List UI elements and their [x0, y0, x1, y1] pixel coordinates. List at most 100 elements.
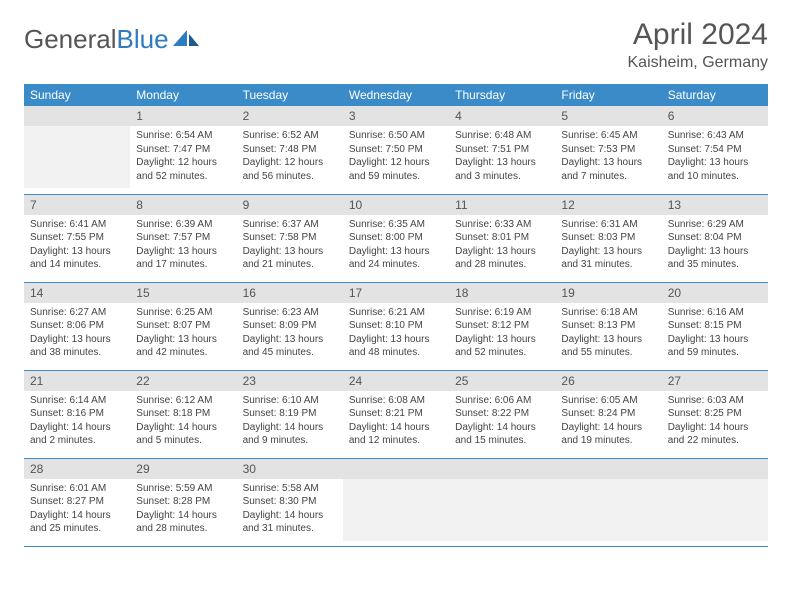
daylight-line: Daylight: 13 hours and 7 minutes. [561, 156, 655, 183]
day-details: Sunrise: 6:45 AMSunset: 7:53 PMDaylight:… [555, 126, 661, 189]
daylight-line: Daylight: 13 hours and 38 minutes. [30, 333, 124, 360]
day-number: 8 [130, 195, 236, 215]
sunset-line: Sunset: 8:28 PM [136, 495, 230, 509]
sunset-line: Sunset: 7:53 PM [561, 143, 655, 157]
day-cell: 28Sunrise: 6:01 AMSunset: 8:27 PMDayligh… [24, 458, 130, 546]
day-number: 26 [555, 371, 661, 391]
day-number: 22 [130, 371, 236, 391]
sunset-line: Sunset: 8:03 PM [561, 231, 655, 245]
day-header: Wednesday [343, 84, 449, 106]
day-details: Sunrise: 6:10 AMSunset: 8:19 PMDaylight:… [237, 391, 343, 454]
day-details [449, 479, 555, 541]
sunrise-line: Sunrise: 6:39 AM [136, 218, 230, 232]
sunrise-line: Sunrise: 6:03 AM [668, 394, 762, 408]
day-cell: 2Sunrise: 6:52 AMSunset: 7:48 PMDaylight… [237, 106, 343, 194]
sunset-line: Sunset: 7:48 PM [243, 143, 337, 157]
sunset-line: Sunset: 8:25 PM [668, 407, 762, 421]
day-cell: 29Sunrise: 5:59 AMSunset: 8:28 PMDayligh… [130, 458, 236, 546]
calendar-table: SundayMondayTuesdayWednesdayThursdayFrid… [24, 84, 768, 547]
day-cell: 10Sunrise: 6:35 AMSunset: 8:00 PMDayligh… [343, 194, 449, 282]
day-cell: 25Sunrise: 6:06 AMSunset: 8:22 PMDayligh… [449, 370, 555, 458]
day-details: Sunrise: 6:48 AMSunset: 7:51 PMDaylight:… [449, 126, 555, 189]
daylight-line: Daylight: 13 hours and 52 minutes. [455, 333, 549, 360]
day-cell: 22Sunrise: 6:12 AMSunset: 8:18 PMDayligh… [130, 370, 236, 458]
week-row: 7Sunrise: 6:41 AMSunset: 7:55 PMDaylight… [24, 194, 768, 282]
day-cell: 5Sunrise: 6:45 AMSunset: 7:53 PMDaylight… [555, 106, 661, 194]
day-cell: 27Sunrise: 6:03 AMSunset: 8:25 PMDayligh… [662, 370, 768, 458]
day-details: Sunrise: 6:21 AMSunset: 8:10 PMDaylight:… [343, 303, 449, 366]
day-details: Sunrise: 6:52 AMSunset: 7:48 PMDaylight:… [237, 126, 343, 189]
day-number [343, 459, 449, 479]
day-cell [662, 458, 768, 546]
sunrise-line: Sunrise: 6:14 AM [30, 394, 124, 408]
day-details: Sunrise: 6:39 AMSunset: 7:57 PMDaylight:… [130, 215, 236, 278]
day-cell: 17Sunrise: 6:21 AMSunset: 8:10 PMDayligh… [343, 282, 449, 370]
sunrise-line: Sunrise: 6:52 AM [243, 129, 337, 143]
sunrise-line: Sunrise: 6:16 AM [668, 306, 762, 320]
day-number: 13 [662, 195, 768, 215]
day-cell: 11Sunrise: 6:33 AMSunset: 8:01 PMDayligh… [449, 194, 555, 282]
week-row: 14Sunrise: 6:27 AMSunset: 8:06 PMDayligh… [24, 282, 768, 370]
day-cell: 1Sunrise: 6:54 AMSunset: 7:47 PMDaylight… [130, 106, 236, 194]
day-details: Sunrise: 6:05 AMSunset: 8:24 PMDaylight:… [555, 391, 661, 454]
sunrise-line: Sunrise: 6:10 AM [243, 394, 337, 408]
day-cell: 9Sunrise: 6:37 AMSunset: 7:58 PMDaylight… [237, 194, 343, 282]
sunrise-line: Sunrise: 6:37 AM [243, 218, 337, 232]
day-number: 7 [24, 195, 130, 215]
location-label: Kaisheim, Germany [628, 54, 769, 72]
day-number: 24 [343, 371, 449, 391]
day-number: 12 [555, 195, 661, 215]
day-cell: 14Sunrise: 6:27 AMSunset: 8:06 PMDayligh… [24, 282, 130, 370]
daylight-line: Daylight: 13 hours and 17 minutes. [136, 245, 230, 272]
day-number: 2 [237, 106, 343, 126]
day-number [449, 459, 555, 479]
sunrise-line: Sunrise: 6:43 AM [668, 129, 762, 143]
day-cell: 16Sunrise: 6:23 AMSunset: 8:09 PMDayligh… [237, 282, 343, 370]
sunrise-line: Sunrise: 6:35 AM [349, 218, 443, 232]
day-details: Sunrise: 6:54 AMSunset: 7:47 PMDaylight:… [130, 126, 236, 189]
sunrise-line: Sunrise: 6:23 AM [243, 306, 337, 320]
day-cell: 4Sunrise: 6:48 AMSunset: 7:51 PMDaylight… [449, 106, 555, 194]
day-cell [555, 458, 661, 546]
sunset-line: Sunset: 8:07 PM [136, 319, 230, 333]
calendar-body: 1Sunrise: 6:54 AMSunset: 7:47 PMDaylight… [24, 106, 768, 546]
sunrise-line: Sunrise: 6:18 AM [561, 306, 655, 320]
day-number: 9 [237, 195, 343, 215]
day-details: Sunrise: 6:37 AMSunset: 7:58 PMDaylight:… [237, 215, 343, 278]
sunset-line: Sunset: 8:16 PM [30, 407, 124, 421]
day-header: Sunday [24, 84, 130, 106]
day-details: Sunrise: 6:29 AMSunset: 8:04 PMDaylight:… [662, 215, 768, 278]
sunset-line: Sunset: 7:57 PM [136, 231, 230, 245]
sunset-line: Sunset: 8:04 PM [668, 231, 762, 245]
sunset-line: Sunset: 8:00 PM [349, 231, 443, 245]
daylight-line: Daylight: 12 hours and 59 minutes. [349, 156, 443, 183]
day-details: Sunrise: 6:16 AMSunset: 8:15 PMDaylight:… [662, 303, 768, 366]
day-details: Sunrise: 5:59 AMSunset: 8:28 PMDaylight:… [130, 479, 236, 542]
sunset-line: Sunset: 8:22 PM [455, 407, 549, 421]
sunset-line: Sunset: 8:01 PM [455, 231, 549, 245]
sunrise-line: Sunrise: 6:12 AM [136, 394, 230, 408]
day-cell: 23Sunrise: 6:10 AMSunset: 8:19 PMDayligh… [237, 370, 343, 458]
day-cell: 13Sunrise: 6:29 AMSunset: 8:04 PMDayligh… [662, 194, 768, 282]
title-block: April 2024 Kaisheim, Germany [628, 18, 769, 72]
daylight-line: Daylight: 14 hours and 15 minutes. [455, 421, 549, 448]
daylight-line: Daylight: 12 hours and 52 minutes. [136, 156, 230, 183]
daylight-line: Daylight: 13 hours and 45 minutes. [243, 333, 337, 360]
daylight-line: Daylight: 14 hours and 28 minutes. [136, 509, 230, 536]
day-cell [24, 106, 130, 194]
brand-part2: Blue [117, 24, 169, 55]
day-details: Sunrise: 6:41 AMSunset: 7:55 PMDaylight:… [24, 215, 130, 278]
day-details: Sunrise: 6:50 AMSunset: 7:50 PMDaylight:… [343, 126, 449, 189]
day-details: Sunrise: 6:01 AMSunset: 8:27 PMDaylight:… [24, 479, 130, 542]
sunrise-line: Sunrise: 6:19 AM [455, 306, 549, 320]
sunrise-line: Sunrise: 6:45 AM [561, 129, 655, 143]
day-cell: 15Sunrise: 6:25 AMSunset: 8:07 PMDayligh… [130, 282, 236, 370]
day-details: Sunrise: 6:06 AMSunset: 8:22 PMDaylight:… [449, 391, 555, 454]
day-cell: 3Sunrise: 6:50 AMSunset: 7:50 PMDaylight… [343, 106, 449, 194]
day-number: 18 [449, 283, 555, 303]
sunrise-line: Sunrise: 6:27 AM [30, 306, 124, 320]
daylight-line: Daylight: 13 hours and 48 minutes. [349, 333, 443, 360]
day-cell: 8Sunrise: 6:39 AMSunset: 7:57 PMDaylight… [130, 194, 236, 282]
sunrise-line: Sunrise: 6:08 AM [349, 394, 443, 408]
sail-icon [173, 24, 199, 55]
